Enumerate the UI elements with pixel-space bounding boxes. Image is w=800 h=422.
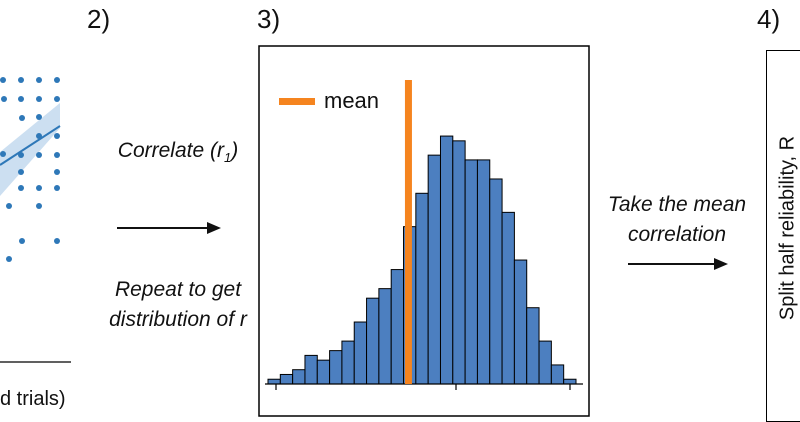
- histogram-bar: [415, 192, 429, 385]
- panel-4-label: 4): [757, 4, 781, 34]
- histogram-bar: [366, 297, 380, 385]
- scatter-point: [54, 133, 60, 139]
- scatter-point: [36, 152, 42, 158]
- histogram-bar: [550, 364, 565, 385]
- scatter-point: [6, 203, 12, 209]
- histogram-bar: [489, 178, 503, 385]
- histogram-panel: mean: [258, 45, 590, 417]
- x-axis-label-fragment: d trials): [0, 388, 66, 410]
- scatter-point: [18, 152, 24, 158]
- histogram-bars: [267, 135, 577, 385]
- histogram-bar: [513, 259, 528, 385]
- scatter-point: [19, 238, 25, 244]
- x-axis-ticks: [275, 384, 571, 390]
- histogram-bar: [464, 159, 478, 385]
- scatter-point: [36, 96, 42, 102]
- scatter-point: [54, 238, 60, 244]
- histogram-bar: [439, 135, 454, 385]
- scatter-point: [54, 152, 60, 158]
- arrow-right-icon: [628, 258, 728, 270]
- scatter-point: [54, 169, 60, 175]
- scatter-point: [36, 114, 42, 120]
- histogram-bar: [292, 369, 306, 385]
- histogram-bar: [329, 350, 343, 385]
- histogram-frame: [258, 45, 590, 417]
- histogram-bar: [279, 373, 294, 385]
- histogram-bar: [341, 340, 355, 385]
- histogram-bar: [538, 340, 552, 385]
- histogram-bar: [304, 354, 318, 385]
- histogram-bar: [427, 154, 441, 385]
- scatter-point: [54, 185, 60, 191]
- panel-3-label: 3): [257, 4, 281, 34]
- histogram-bar: [267, 378, 281, 385]
- fit-line: [0, 125, 61, 166]
- histogram-bar: [353, 321, 368, 385]
- scatter-point: [36, 133, 42, 139]
- scatter-point: [1, 96, 7, 102]
- scatter-point: [36, 185, 42, 191]
- histogram-bar: [378, 288, 392, 385]
- panel-4-y-axis-label: Split half reliability, R: [776, 135, 799, 321]
- histogram-bar: [390, 269, 405, 385]
- confidence-band: [0, 103, 60, 196]
- scatter-point: [18, 169, 24, 175]
- histogram-bar: [526, 307, 540, 385]
- scatter-point: [0, 151, 6, 157]
- mean-line: [404, 80, 412, 384]
- repeat-text: Repeat to get distribution of r: [109, 278, 247, 331]
- scatter-point: [18, 77, 24, 83]
- scatter-point: [0, 77, 6, 83]
- scatter-point: [54, 96, 60, 102]
- histogram-bar: [501, 211, 515, 385]
- scatter-plot: [0, 77, 71, 363]
- scatter-point: [18, 185, 24, 191]
- histogram-bar: [563, 378, 577, 385]
- correlate-text: Correlate (r1): [117, 139, 239, 166]
- legend-mean-label: mean: [324, 88, 379, 113]
- scatter-point: [6, 256, 12, 262]
- arrow-right-icon: [117, 222, 221, 234]
- scatter-point: [19, 115, 25, 121]
- legend-mean-swatch: [279, 98, 315, 105]
- scatter-point: [54, 77, 60, 83]
- scatter-point: [18, 96, 24, 102]
- scatter-point: [36, 77, 42, 83]
- take-mean-text: Take the mean correlation: [607, 193, 747, 246]
- histogram-bar: [452, 140, 466, 385]
- panel-2-label: 2): [87, 4, 111, 34]
- scatter-points: [0, 77, 60, 262]
- histogram-bar: [316, 359, 331, 385]
- histogram-bar: [476, 159, 491, 385]
- scatter-point: [36, 203, 42, 209]
